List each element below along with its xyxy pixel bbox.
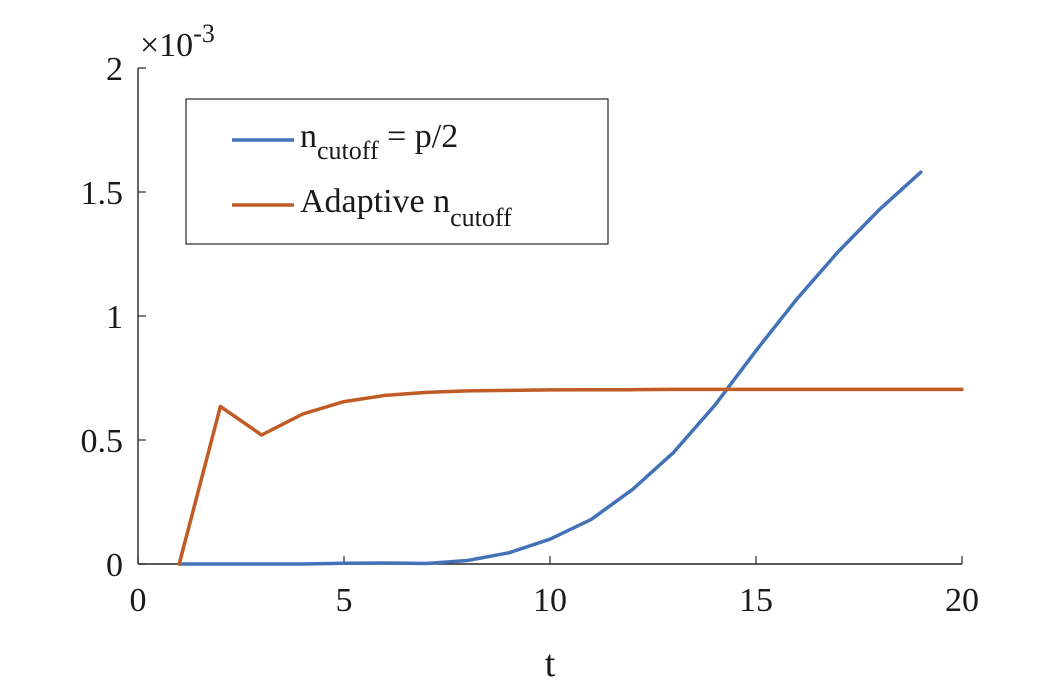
y-multiplier-base: ×10 [140,27,193,64]
y-tick-label: 1 [106,299,123,336]
legend-label-main: Adaptive n [300,183,450,220]
legend-label-sub: cutoff [450,203,512,232]
x-tick-label: 15 [739,582,773,619]
legend-label-sub: cutoff [317,136,379,165]
legend-label-series-2: Adaptive ncutoff [300,183,512,232]
legend: ncutoff = p/2 Adaptive ncutoff [185,98,609,245]
legend-box [185,98,609,245]
y-tick-label: 1.5 [81,175,124,212]
legend-label-tail: = p/2 [379,118,459,155]
y-tick-label: 0 [106,547,123,584]
series-line-1 [177,170,923,566]
x-tick-label: 10 [533,582,567,619]
x-tick-label: 0 [130,582,147,619]
y-axis-multiplier: ×10-3 [140,19,215,64]
y-multiplier-exponent: -3 [193,19,215,48]
x-tick-label: 5 [336,582,353,619]
tick-labels: 0 5 10 15 20 0 0.5 1 1.5 2 [81,51,980,619]
series-lines [177,170,964,566]
y-tick-label: 0.5 [81,423,124,460]
series-line-2 [177,387,964,566]
legend-label-main: n [300,118,317,155]
y-tick-label: 2 [106,51,123,88]
x-axis-label: t [545,643,556,685]
x-tick-label: 20 [945,582,979,619]
legend-label-series-1: ncutoff = p/2 [300,118,458,165]
